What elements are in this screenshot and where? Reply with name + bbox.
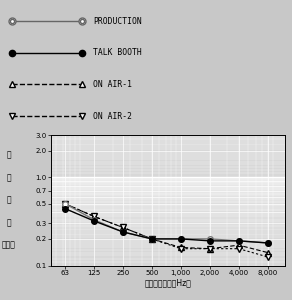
Text: ON AIR-2: ON AIR-2 [93, 112, 133, 121]
Text: （秒）: （秒） [2, 241, 16, 250]
Text: PRODUCTION: PRODUCTION [93, 16, 142, 26]
Text: TALK BOOTH: TALK BOOTH [93, 48, 142, 57]
Text: 時: 時 [6, 196, 11, 205]
Text: 響: 響 [6, 173, 11, 182]
Text: ON AIR-1: ON AIR-1 [93, 80, 133, 89]
Text: 間: 間 [6, 218, 11, 227]
Text: 残: 残 [6, 151, 11, 160]
X-axis label: 周　波　数　（Hz）: 周 波 数 （Hz） [145, 278, 191, 287]
